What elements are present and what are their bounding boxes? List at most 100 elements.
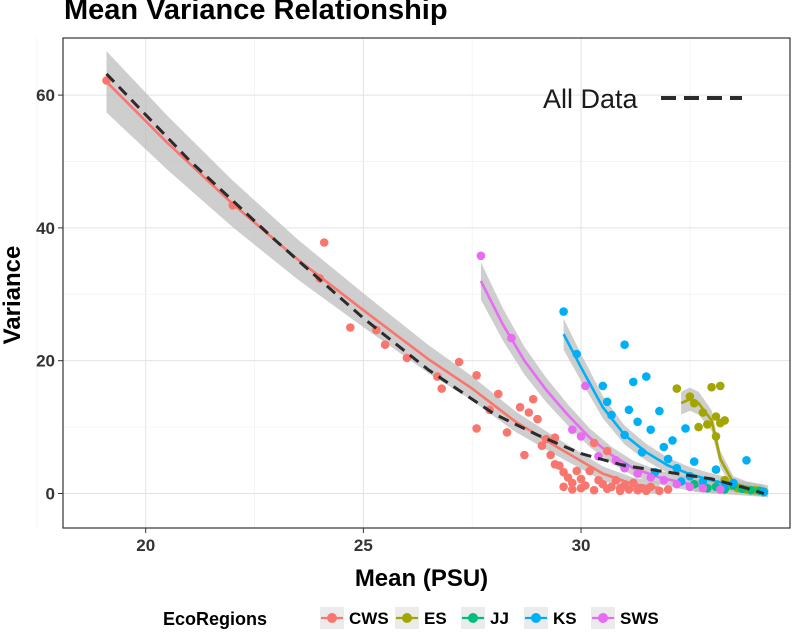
point-sws [716, 485, 725, 494]
point-ks [742, 456, 751, 465]
legend-marker-jj [468, 613, 478, 623]
chart-title: Mean Variance Relationship [64, 0, 448, 26]
point-cws [520, 450, 529, 460]
point-cws [559, 482, 568, 492]
point-es [707, 382, 716, 392]
y-tick-label: 20 [36, 352, 55, 371]
point-cws [472, 371, 481, 380]
point-cws [533, 414, 542, 424]
fit-line-sws [479, 280, 725, 490]
point-sws [507, 333, 516, 343]
point-cws [568, 485, 577, 494]
point-es [716, 381, 725, 391]
x-tick-label: 20 [136, 536, 155, 555]
x-tick-label: 30 [572, 536, 591, 555]
point-cws [611, 475, 621, 485]
point-cws [502, 428, 512, 437]
y-tick-label: 40 [36, 219, 55, 238]
legend: EcoRegions CWS ES JJ KS SWS [163, 607, 659, 629]
point-sws [633, 469, 642, 478]
point-sws [568, 425, 577, 435]
point-ks [711, 465, 721, 474]
all-data-fit [105, 72, 765, 495]
point-es [672, 384, 682, 393]
point-ks [624, 405, 634, 415]
point-es [694, 422, 703, 432]
point-cws [589, 438, 599, 448]
legend-label-jj: JJ [490, 609, 509, 628]
axes: 20 25 30 0 20 40 60 Mean (PSU) Variance [0, 86, 591, 592]
point-cws [602, 446, 612, 456]
point-cws [494, 389, 503, 399]
fit-lines [105, 80, 769, 493]
point-sws [659, 475, 669, 485]
legend-marker-es [402, 613, 412, 623]
point-cws [515, 402, 525, 412]
point-es [689, 398, 699, 408]
point-cws [646, 482, 655, 492]
point-ks [559, 307, 568, 316]
point-ks [681, 424, 690, 433]
point-sws [685, 482, 695, 492]
y-tick-label: 0 [46, 484, 55, 503]
point-ks [620, 340, 629, 350]
point-cws [437, 384, 447, 393]
point-cws [528, 394, 538, 404]
point-es [720, 416, 729, 425]
point-cws [572, 466, 581, 476]
point-ks [689, 457, 699, 466]
legend-marker-sws [598, 613, 608, 623]
point-cws [602, 484, 612, 494]
point-cws [633, 485, 642, 495]
point-ks [637, 448, 647, 457]
point-sws [581, 381, 590, 391]
x-axis-title: Mean (PSU) [355, 565, 488, 592]
point-ks [655, 406, 664, 416]
point-cws [615, 486, 625, 496]
point-ks [659, 442, 669, 452]
legend-label-sws: SWS [620, 609, 659, 628]
point-cws [576, 483, 586, 493]
point-sws [646, 473, 655, 482]
point-es [698, 408, 708, 417]
point-cws [585, 466, 594, 476]
legend-title: EcoRegions [163, 609, 267, 629]
panel-border [62, 37, 791, 529]
legend-label-cws: CWS [349, 609, 389, 628]
point-cws [589, 485, 599, 495]
point-cws [524, 408, 534, 417]
point-ks [602, 397, 612, 407]
point-ks [572, 349, 581, 359]
point-ks [642, 372, 651, 381]
y-axis-title: Variance [0, 246, 26, 345]
legend-marker-ks [531, 613, 541, 623]
point-cws [102, 76, 111, 85]
point-es [703, 420, 712, 429]
point-cws [454, 357, 464, 367]
data-points [102, 76, 769, 497]
point-cws [629, 478, 638, 488]
point-cws [663, 485, 673, 494]
point-ks [629, 377, 638, 387]
point-cws [576, 474, 586, 484]
point-es [711, 432, 721, 441]
point-cws [555, 461, 564, 470]
point-es [685, 392, 695, 401]
point-ks [663, 454, 673, 464]
legend-marker-cws [327, 613, 337, 623]
point-cws [346, 323, 355, 332]
point-ks [633, 417, 642, 427]
point-ks [646, 425, 655, 435]
x-tick-label: 25 [354, 536, 373, 555]
fit-line-cws [105, 80, 660, 490]
all-data-fit-line [105, 72, 765, 495]
point-ks [607, 410, 616, 420]
point-sws [698, 483, 708, 493]
point-ks [668, 436, 677, 445]
point-cws [402, 353, 412, 363]
y-tick-label: 60 [36, 86, 55, 105]
point-ks [598, 381, 608, 391]
point-cws [537, 441, 547, 451]
point-es [711, 412, 721, 421]
